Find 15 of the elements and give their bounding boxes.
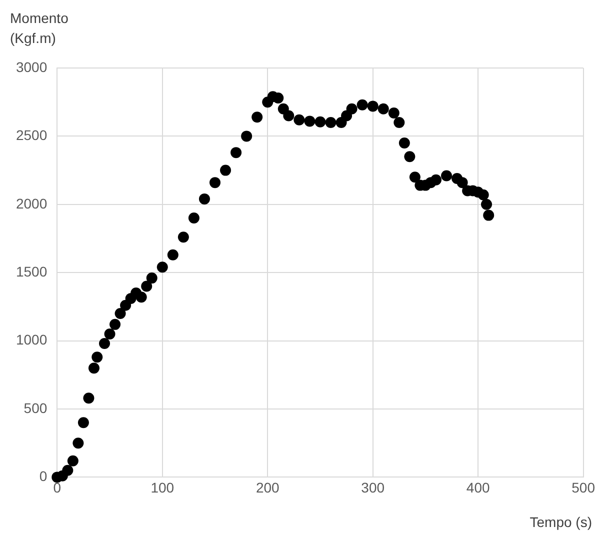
y-tick-label: 1000 (16, 332, 48, 348)
x-tick-label: 200 (256, 479, 280, 496)
x-tick-label: 500 (572, 479, 596, 496)
y-tick-label: 500 (24, 400, 48, 416)
x-tick-label: 400 (466, 479, 490, 496)
x-tick-label: 300 (361, 479, 385, 496)
y-tick-label: 0 (39, 468, 48, 484)
y-tick-label: 1500 (16, 263, 48, 280)
y-axis-title: Momento (Kgf.m) (10, 9, 70, 48)
y-tick-label: 3000 (16, 58, 48, 75)
y-tick-label: 2000 (16, 195, 48, 212)
y-tick-label: 2500 (16, 127, 48, 144)
x-tick-label: 0 (53, 479, 62, 496)
x-axis-title: Tempo (s) (530, 514, 592, 530)
x-tick-label: 100 (150, 479, 174, 496)
